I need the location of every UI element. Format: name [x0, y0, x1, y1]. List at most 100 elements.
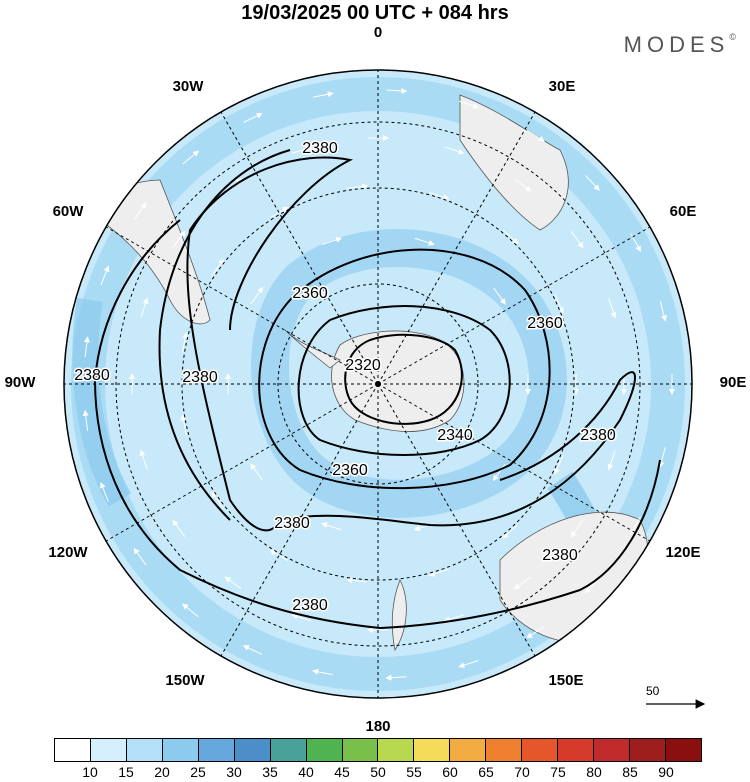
- wind-vector: [312, 91, 334, 98]
- contour-label: 2380: [302, 140, 338, 157]
- wind-vector: [100, 482, 109, 502]
- wind-vector: [346, 577, 368, 584]
- wind-vector: [224, 576, 242, 590]
- legend-tick-label: 90: [658, 764, 674, 780]
- meridian-line: [220, 111, 379, 385]
- legend-tick-label: 30: [226, 764, 242, 780]
- legend-tick-label: 15: [118, 764, 134, 780]
- latitude-circle: [277, 283, 479, 485]
- wind-vector: [181, 332, 189, 353]
- jet-band-west: [72, 297, 132, 507]
- wind-vector: [630, 233, 641, 253]
- wind-vector: [139, 449, 148, 470]
- legend-swatch: [90, 739, 127, 761]
- wind-vector: [429, 192, 450, 201]
- wind-vector: [444, 146, 465, 155]
- wind-vector: [607, 450, 616, 471]
- legend-tick-label: 50: [370, 764, 386, 780]
- contour-labels: 2380 2380 2380 2380 2380 2380 2380 2360 2360 2360…: [73, 139, 618, 616]
- wind-vector: [312, 668, 333, 676]
- longitude-label: 150W: [165, 672, 205, 689]
- wind-vector: [211, 258, 225, 277]
- longitude-label: 60W: [52, 203, 84, 220]
- wind-vector: [458, 660, 479, 669]
- color-legend: [54, 738, 702, 762]
- meridian-line: [105, 383, 379, 542]
- wind-vector: [514, 178, 532, 192]
- legend-tick-label: 60: [442, 764, 458, 780]
- legend-tick-label: 55: [406, 764, 422, 780]
- legend-tick-label: 70: [514, 764, 530, 780]
- wind-vector: [133, 547, 147, 566]
- legend-tick-label: 20: [154, 764, 170, 780]
- wind-vector: [386, 87, 408, 94]
- wind-vector: [82, 409, 89, 431]
- wind-vector: [321, 522, 342, 531]
- legend-swatch: [270, 739, 307, 761]
- legend-swatch: [414, 739, 451, 761]
- legend-tick-label: 75: [550, 764, 566, 780]
- map-title: 19/03/2025 00 UTC + 084 hrs: [241, 2, 509, 24]
- longitude-label: 120E: [665, 544, 701, 561]
- wind-vector: [608, 298, 617, 319]
- longitude-label: 60E: [669, 203, 697, 220]
- legend-swatch: [342, 739, 379, 761]
- longitude-label: 0: [373, 24, 383, 41]
- legend-swatch: [594, 739, 630, 761]
- contour-label: 2380: [74, 367, 110, 384]
- wind-vector: [526, 626, 545, 639]
- wind-vector: [347, 183, 369, 190]
- wind-vector: [182, 603, 199, 618]
- legend-swatch: [162, 739, 199, 761]
- wind-vector: [502, 229, 519, 245]
- new-zealand: [391, 579, 407, 652]
- wind-vector: [526, 129, 545, 142]
- wind-vector: [211, 491, 225, 509]
- wind-vector: [659, 301, 667, 322]
- legend-swatch: [522, 739, 559, 761]
- antarctic-peninsula: [284, 329, 341, 369]
- legend-tick-label: 25: [190, 764, 206, 780]
- longitude-label: 120W: [48, 544, 88, 561]
- brand-logo: MODES©: [623, 32, 736, 57]
- meridian-line: [220, 383, 379, 657]
- antarctica: [331, 330, 465, 432]
- wind-vector: [291, 613, 312, 622]
- legend-swatch: [126, 739, 163, 761]
- wind-vector: [172, 519, 186, 537]
- contour-label: 2360: [332, 462, 368, 479]
- wind-vector: [554, 455, 564, 475]
- wind-vector: [292, 145, 313, 154]
- wind-vector: [493, 287, 506, 305]
- contour-label: 2320: [345, 357, 381, 374]
- contour-label: 2380: [542, 547, 578, 564]
- wind-vector: [443, 614, 464, 623]
- graticule: [64, 70, 692, 698]
- latitude-circle: [115, 121, 641, 647]
- wind-vector: [428, 568, 449, 577]
- reference-vector-label: 50: [646, 684, 660, 698]
- wind-vector: [570, 231, 584, 249]
- height-contours: [93, 149, 661, 630]
- legend-swatch: [198, 739, 235, 761]
- legend-swatch: [486, 739, 523, 761]
- longitude-label: 90W: [4, 374, 36, 391]
- legend-swatch: [630, 739, 666, 761]
- land-masses: [68, 94, 649, 652]
- legend-swatch: [234, 739, 271, 761]
- legend-swatch: [665, 739, 701, 761]
- legend-tick-label: 85: [622, 764, 638, 780]
- contour-2320: [344, 333, 463, 425]
- wind-vector: [243, 113, 263, 123]
- wind-vector: [250, 286, 264, 305]
- legend-tick-label: 35: [262, 764, 278, 780]
- contour-label: 2360: [527, 315, 563, 332]
- latitude-circle: [181, 187, 575, 581]
- map-boundary: [63, 69, 693, 699]
- wind-vector: [414, 237, 435, 246]
- contour-label: 2340: [437, 427, 473, 444]
- contour-label: 2360: [292, 285, 328, 302]
- longitude-label: 90E: [719, 374, 747, 391]
- legend-swatch: [306, 739, 343, 761]
- longitude-label: 150E: [548, 672, 584, 689]
